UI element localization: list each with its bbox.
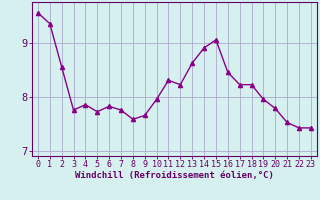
X-axis label: Windchill (Refroidissement éolien,°C): Windchill (Refroidissement éolien,°C)	[75, 171, 274, 180]
